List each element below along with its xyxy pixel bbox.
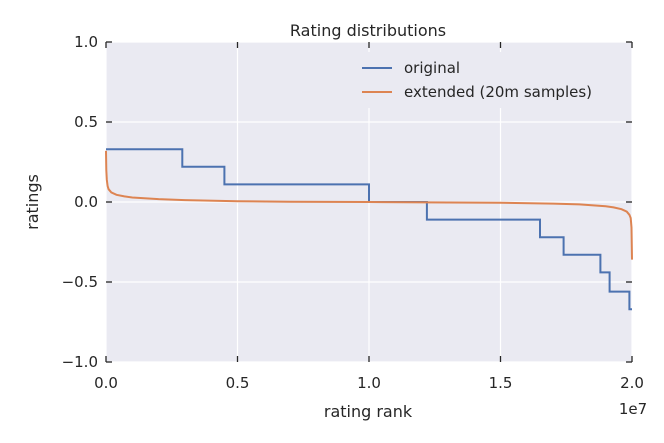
axis-ticks: 0.0 0.5 1.0 1.5 2.0 1.0 0.5 0.0 −0.5 −1.0 [62,33,644,392]
x-tick-label: 1.0 [357,374,381,392]
y-tick-label: −1.0 [62,353,98,371]
x-axis-label: rating rank [324,402,413,421]
y-tick-label: 0.0 [74,193,98,211]
x-tick-label: 1.5 [489,374,513,392]
x-tick-label: 0.0 [94,374,118,392]
x-tick-label: 2.0 [620,374,644,392]
legend: original extended (20m samples) [352,52,628,108]
y-tick-label: 0.5 [74,113,98,131]
legend-label-extended: extended (20m samples) [404,83,592,101]
series-line-extended [105,150,633,260]
y-tick-label: −0.5 [62,273,98,291]
series-line-original [106,148,632,311]
x-axis-offset-label: 1e7 [619,400,647,418]
y-axis-label: ratings [23,174,42,230]
chart-title: Rating distributions [290,21,446,40]
series-lines [105,148,633,311]
legend-box [352,52,628,108]
y-tick-label: 1.0 [74,33,98,51]
x-tick-label: 0.5 [226,374,250,392]
legend-label-original: original [404,59,460,77]
